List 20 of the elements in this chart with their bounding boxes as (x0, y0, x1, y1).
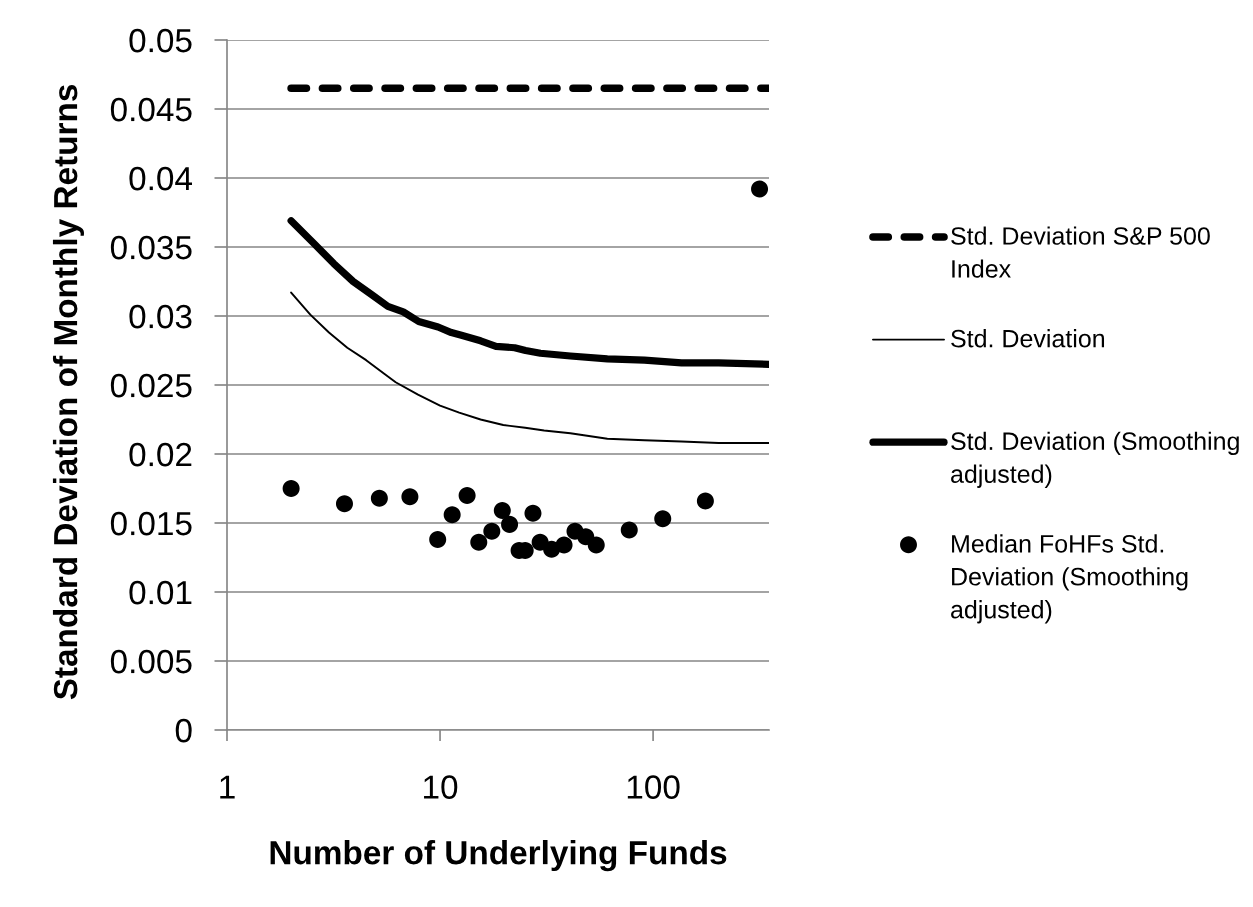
legend-label: Std. Deviation S&P 500 Index (951, 226, 1210, 278)
y-tick-label: 0.035 (110, 235, 192, 260)
y-tick-label: 0.04 (129, 166, 192, 191)
y-tick-label: 0.005 (110, 649, 192, 674)
y-axis-title: Standard Deviation of Monthly Returns (52, 85, 84, 700)
y-tick-label: 0.03 (129, 304, 192, 329)
y-tick-label: 0.05 (129, 28, 192, 53)
y-tick-label: 0.015 (110, 511, 192, 536)
legend-label: Median FoHFs Std. Deviation (Smoothing adjusted) (951, 534, 1188, 624)
y-tick-label: 0.02 (129, 442, 192, 467)
x-tick-label: 1 (220, 775, 235, 799)
x-axis-title: Number of Underlying Funds (270, 840, 727, 872)
y-tick-label: 0.01 (129, 580, 192, 605)
x-tick-label: 10 (424, 775, 458, 799)
y-tick-label: 0 (175, 718, 192, 743)
legend-label: Std. Deviation (Smoothing adjusted) (951, 431, 1239, 488)
y-tick-label: 0.045 (110, 97, 192, 122)
legend-label: Std. Deviation (951, 329, 1105, 348)
x-tick-label: 100 (627, 775, 680, 799)
y-tick-label: 0.025 (110, 373, 192, 398)
